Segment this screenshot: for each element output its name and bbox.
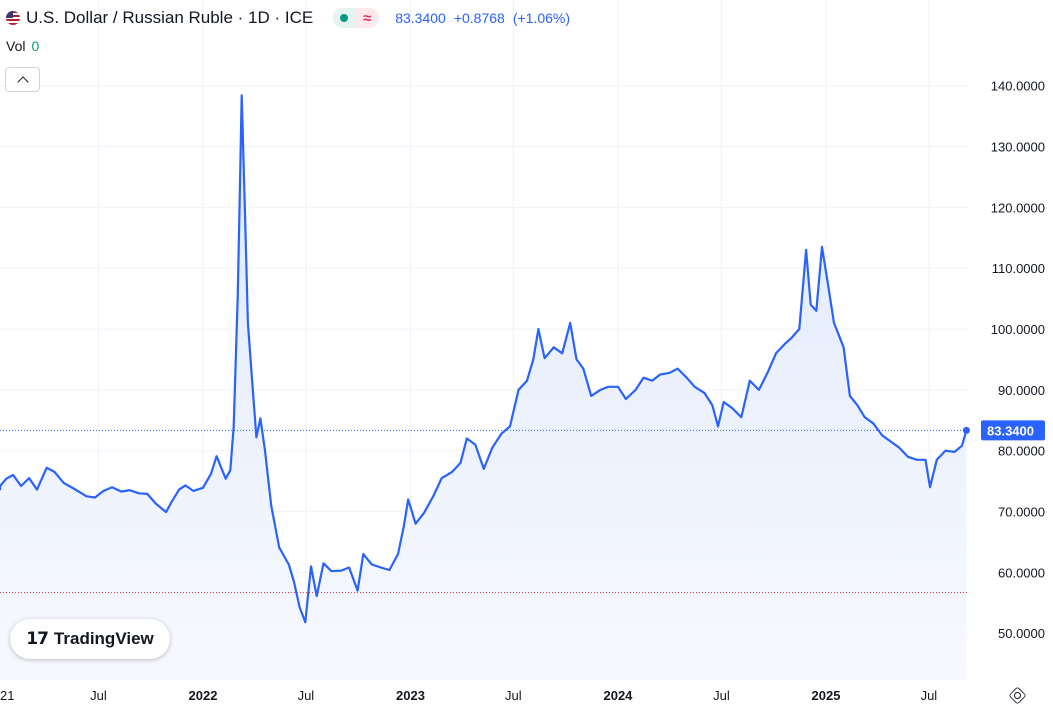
symbol-title[interactable]: U.S. Dollar / Russian Ruble · 1D · ICE bbox=[26, 8, 314, 27]
last-price-badge-label: 83.3400 bbox=[987, 423, 1034, 438]
chart-header: U.S. Dollar / Russian Ruble · 1D · ICE ≈… bbox=[6, 6, 570, 30]
us-flag-icon bbox=[6, 11, 20, 25]
delayed-data-icon: ≈ bbox=[355, 8, 380, 28]
x-tick-label: Jul bbox=[298, 688, 315, 703]
y-tick-label: 70.0000 bbox=[998, 505, 1045, 520]
price-change-pct: (+1.06%) bbox=[512, 10, 571, 26]
y-tick-label: 140.0000 bbox=[991, 79, 1045, 94]
quote-readout: 83.3400 +0.8768 (+1.06%) bbox=[395, 10, 570, 26]
last-price-dot bbox=[962, 426, 970, 434]
y-tick-label: 50.0000 bbox=[998, 626, 1045, 641]
settings-gear-icon[interactable] bbox=[1009, 687, 1027, 705]
x-tick-label: 21 bbox=[0, 688, 14, 703]
y-tick-label: 110.0000 bbox=[992, 261, 1045, 276]
y-tick-label: 60.0000 bbox=[998, 565, 1045, 580]
x-tick-label: 2024 bbox=[603, 688, 633, 703]
market-open-dot-icon bbox=[333, 8, 356, 28]
y-tick-label: 130.0000 bbox=[991, 139, 1045, 154]
tradingview-logo[interactable]: 17 TradingView bbox=[10, 619, 170, 659]
x-tick-label: Jul bbox=[90, 688, 107, 703]
y-tick-label: 90.0000 bbox=[998, 383, 1045, 398]
price-series-line[interactable] bbox=[0, 94, 968, 624]
volume-label: Vol bbox=[6, 38, 26, 54]
y-tick-label: 120.0000 bbox=[991, 200, 1045, 215]
price-change: +0.8768 bbox=[453, 10, 505, 26]
tradingview-logo-text: TradingView bbox=[53, 629, 154, 648]
x-tick-label: 2022 bbox=[189, 688, 218, 703]
collapse-legend-button[interactable] bbox=[5, 67, 40, 92]
y-tick-label: 100.0000 bbox=[991, 322, 1045, 337]
x-tick-label: 2025 bbox=[812, 688, 841, 703]
x-tick-label: Jul bbox=[505, 688, 522, 703]
price-area-fill bbox=[0, 95, 967, 680]
x-tick-label: Jul bbox=[921, 688, 938, 703]
tradingview-logo-icon: 17 bbox=[26, 629, 49, 649]
x-tick-label: 2023 bbox=[396, 688, 425, 703]
y-axis[interactable]: 140.0000 130.0000 120.0000 110.0000 100.0000… bbox=[991, 79, 1045, 642]
last-price-badge: 83.3400 bbox=[981, 420, 1045, 441]
volume-legend[interactable]: Vol 0 bbox=[6, 38, 39, 54]
volume-value: 0 bbox=[31, 38, 40, 54]
last-price: 83.3400 bbox=[395, 10, 446, 26]
status-pill[interactable]: ≈ bbox=[333, 8, 380, 28]
x-tick-label: Jul bbox=[713, 688, 730, 703]
y-tick-label: 80.0000 bbox=[998, 444, 1045, 459]
x-axis[interactable]: 21 Jul 2022 Jul 2023 Jul 2024 Jul 2025 Jul bbox=[0, 688, 937, 703]
